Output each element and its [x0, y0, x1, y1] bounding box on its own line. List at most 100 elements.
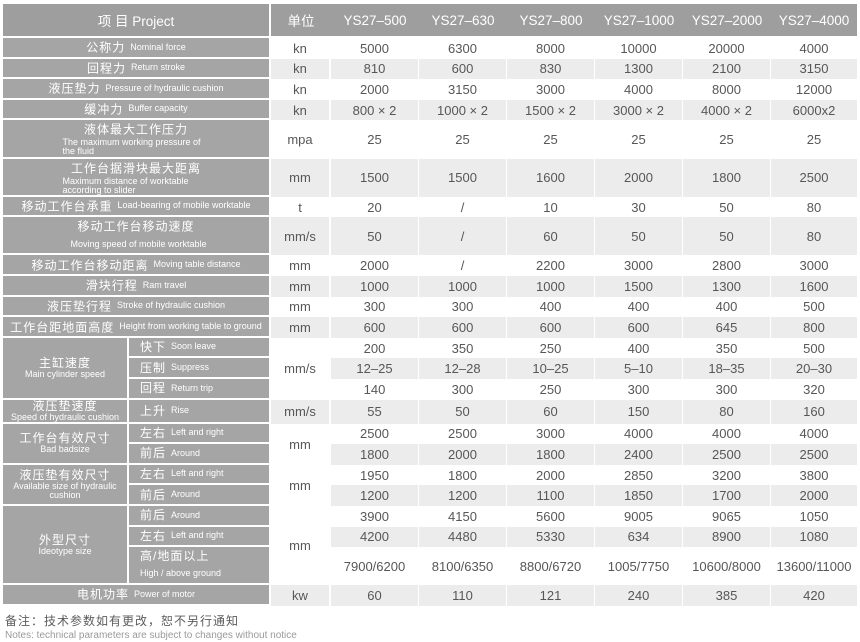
row-label: 移动工作台移动距离 Moving table distance: [3, 255, 271, 277]
table-row: 前后 Around 1200 1200 1100 1850 1700 2000: [3, 485, 857, 506]
sub-label-zh: 前后: [140, 487, 167, 502]
value-cell: 1800: [507, 444, 595, 465]
value-cell: 1200: [331, 485, 419, 506]
col-header-model: YS27–2000: [683, 4, 771, 38]
sub-label-zh: 快下: [140, 340, 167, 355]
value-cell: 50: [595, 217, 683, 256]
value-cell: 2800: [683, 255, 771, 277]
row-label: 移动工作台承重 Load-bearing of mobile worktable: [3, 196, 271, 218]
row-label: 回程力 Return stroke: [3, 58, 271, 80]
value-cell: 1600: [507, 158, 595, 197]
value-cell: 5600: [507, 505, 595, 527]
value-cell: 9065: [683, 505, 771, 527]
value-cell: 240: [595, 585, 683, 606]
value-cell: 800: [771, 317, 857, 338]
row-sub-label: 压制 Suppress: [129, 358, 271, 379]
value-cell: /: [419, 217, 507, 256]
value-cell: 5000: [331, 38, 419, 59]
value-cell: 6000x2: [771, 99, 857, 121]
value-cell: 12–28: [419, 358, 507, 379]
value-cell: 500: [771, 337, 857, 359]
col-header-model: YS27–500: [331, 4, 419, 38]
col-header-model: YS27–630: [419, 4, 507, 38]
value-cell: 400: [507, 296, 595, 318]
row-sub-label: 左右 Left and right: [129, 526, 271, 548]
value-cell: 80: [771, 196, 857, 218]
table-row: 回程力 Return stroke kn 810 600 830 1300 2100 3150: [3, 58, 857, 80]
unit-cell: mm: [271, 296, 331, 318]
table-row: 前后 Around 1800 2000 1800 2400 2500 2500: [3, 444, 857, 465]
unit-cell: mm: [271, 276, 331, 297]
value-cell: 300: [331, 296, 419, 318]
row-sub-label: 前后 Around: [129, 505, 271, 527]
value-cell: 2200: [507, 255, 595, 277]
row-sub-label: 回程 Return trip: [129, 379, 271, 400]
value-cell: 2000: [419, 444, 507, 465]
value-cell: 2500: [683, 444, 771, 465]
value-cell: 50: [683, 217, 771, 256]
sub-label-zh: 前后: [140, 508, 167, 523]
value-cell: 1800: [419, 464, 507, 486]
sub-label-en: High / above ground: [140, 568, 222, 579]
value-cell: 1000 × 2: [419, 99, 507, 121]
value-cell: 80: [683, 399, 771, 424]
col-header-unit: 单位: [271, 4, 331, 38]
row-group-label: 液压垫速度 Speed of hydraulic cushion: [3, 399, 129, 424]
value-cell: 4000: [683, 423, 771, 445]
row-label-zh: 液压垫行程: [46, 299, 112, 314]
table-row: 公称力 Nominal force kn 5000 6300 8000 10000 20000…: [3, 38, 857, 59]
row-label-zh: 回程力: [86, 61, 126, 76]
row-label-en: Return stroke: [130, 62, 186, 73]
sub-label-en: Return trip: [171, 382, 214, 393]
value-cell: 1000: [331, 276, 419, 297]
row-label-en: Nominal force: [130, 41, 186, 52]
row-group-label: 液压垫有效尺寸 Available size of hydraulic cushi…: [3, 464, 129, 506]
row-label: 移动工作台移动速度 Moving speed of mobile worktabl…: [3, 217, 271, 256]
row-sub-label: 高/地面以上 High / above ground: [129, 547, 271, 586]
value-cell: 5–10: [595, 358, 683, 379]
value-cell: 3000 × 2: [595, 99, 683, 121]
value-cell: 3150: [771, 58, 857, 80]
row-label-zh: 移动工作台移动速度: [77, 219, 195, 234]
row-label-en: Moving speed of mobile worktable: [70, 238, 207, 249]
value-cell: 300: [595, 379, 683, 400]
value-cell: 80: [771, 217, 857, 256]
table-row: 滑块行程 Ram travel mm 1000 1000 1000 1500 1300 1600: [3, 276, 857, 297]
table-row: 液压垫力 Pressure of hydraulic cushion kn 2000 3…: [3, 79, 857, 100]
value-cell: 10: [507, 196, 595, 218]
value-cell: 60: [507, 399, 595, 424]
row-label: 缓冲力 Buffer capacity: [3, 99, 271, 121]
value-cell: 20: [331, 196, 419, 218]
value-cell: 320: [771, 379, 857, 400]
value-cell: 400: [595, 296, 683, 318]
table-row: 移动工作台移动距离 Moving table distance mm 2000/220…: [3, 255, 857, 277]
row-label-zh: 移动工作台移动距离: [31, 258, 149, 272]
spec-table-body: 公称力 Nominal force kn 5000 6300 8000 10000 20000…: [3, 38, 857, 606]
row-label-zh: 公称力: [86, 40, 126, 55]
row-label-en: Maximum distance of worktable according …: [62, 175, 189, 195]
value-cell: 25: [771, 120, 857, 159]
sub-label-en: Around: [171, 488, 201, 499]
row-label-en: The maximum working pressure of the flui…: [62, 137, 201, 157]
value-cell: 18–35: [683, 358, 771, 379]
table-row: 主缸速度 Main cylinder speed 快下 Soon leave mm/s 2…: [3, 337, 857, 400]
sub-label-zh: 回程: [140, 381, 167, 396]
value-cell: 20–30: [771, 358, 857, 379]
col-header-model: YS27–4000: [771, 4, 857, 38]
table-row: 液压垫有效尺寸 Available size of hydraulic cushi…: [3, 464, 857, 506]
value-cell: 350: [683, 337, 771, 359]
unit-cell: kn: [271, 79, 331, 100]
row-label-zh: 液压垫力: [48, 81, 101, 96]
row-label-zh: 工作台据滑块最大距离: [70, 160, 201, 175]
value-cell: 50: [419, 399, 507, 424]
value-cell: 1000: [419, 276, 507, 297]
value-cell: 300: [683, 379, 771, 400]
group-label-en: Main cylinder speed: [24, 368, 106, 379]
value-cell: 4150: [419, 505, 507, 527]
value-cell: 1000: [507, 276, 595, 297]
value-cell: 3000: [595, 255, 683, 277]
value-cell: 2000: [595, 158, 683, 197]
value-cell: 1300: [683, 276, 771, 297]
row-label: 电机功率 Power of motor: [3, 585, 271, 606]
value-cell: 2400: [595, 444, 683, 465]
